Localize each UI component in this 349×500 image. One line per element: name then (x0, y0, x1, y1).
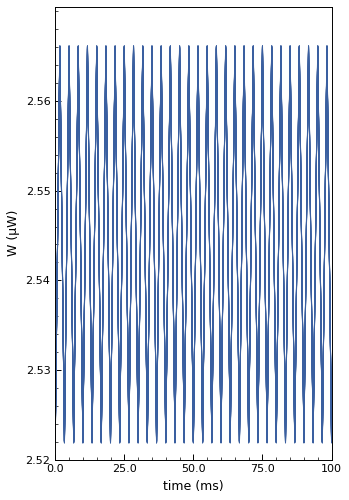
Y-axis label: W (µW): W (µW) (7, 210, 20, 256)
X-axis label: time (ms): time (ms) (163, 480, 224, 493)
